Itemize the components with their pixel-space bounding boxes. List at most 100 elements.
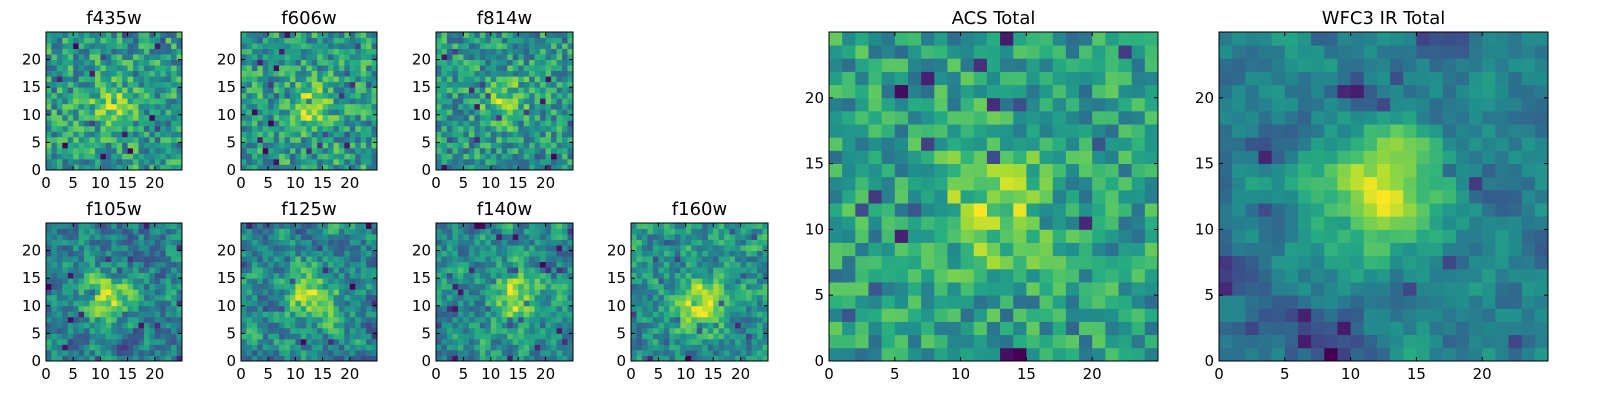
heatmap-cell xyxy=(436,316,442,323)
heatmap-cell xyxy=(479,43,486,49)
heatmap-cell xyxy=(669,344,676,351)
heatmap-cell xyxy=(143,43,150,49)
heatmap-cell xyxy=(311,338,318,345)
heatmap-cell xyxy=(122,256,128,263)
heatmap-cell xyxy=(251,65,258,72)
heatmap-cell xyxy=(512,289,519,296)
heatmap-cell xyxy=(171,261,177,268)
heatmap-cell xyxy=(78,164,85,171)
heatmap-cell xyxy=(485,234,492,240)
heatmap-cell xyxy=(94,164,101,171)
heatmap-cell xyxy=(360,48,367,55)
heatmap-cell xyxy=(344,327,351,334)
heatmap-cell xyxy=(463,76,470,83)
heatmap-cell xyxy=(241,48,247,55)
heatmap-cell xyxy=(441,70,448,77)
heatmap-cell xyxy=(62,261,69,268)
heatmap-cell xyxy=(757,289,763,296)
heatmap-cell xyxy=(631,228,637,235)
heatmap-cell xyxy=(468,153,475,160)
heatmap-cell xyxy=(62,48,69,55)
heatmap-cell xyxy=(534,92,541,99)
heatmap-cell xyxy=(457,120,464,127)
heatmap-cell xyxy=(46,228,52,235)
heatmap-cell xyxy=(355,338,362,345)
heatmap-cell xyxy=(165,164,172,171)
heatmap-cell xyxy=(540,333,546,340)
heatmap-cell xyxy=(116,349,123,356)
heatmap-cell xyxy=(84,234,90,240)
heatmap-cell xyxy=(355,109,362,116)
heatmap-cell xyxy=(479,245,486,251)
heatmap-cell xyxy=(545,338,552,345)
heatmap-cell xyxy=(1144,282,1159,296)
heatmap-cell xyxy=(94,305,101,312)
heatmap-cell xyxy=(333,294,340,301)
heatmap-cell xyxy=(496,223,503,229)
heatmap-cell xyxy=(366,158,372,165)
heatmap-cell xyxy=(355,48,362,55)
heatmap-cell xyxy=(56,338,63,345)
heatmap-cell xyxy=(295,37,302,44)
heatmap-cell xyxy=(284,158,291,165)
heatmap-cell xyxy=(300,48,307,55)
heatmap-cell xyxy=(518,316,525,323)
heatmap-cell xyxy=(1026,242,1040,257)
heatmap-cell xyxy=(707,305,714,312)
y-tick-label: 20 xyxy=(412,51,431,69)
heatmap-cell xyxy=(306,158,313,165)
heatmap-cell xyxy=(973,321,988,336)
heatmap-cell xyxy=(1065,321,1080,336)
heatmap-cell xyxy=(241,256,247,263)
panel-title: f160w xyxy=(672,199,727,220)
heatmap-cell xyxy=(349,136,356,143)
heatmap-cell xyxy=(1000,242,1014,257)
heatmap-cell xyxy=(540,344,546,351)
heatmap-cell xyxy=(757,250,763,257)
heatmap-cell xyxy=(371,37,378,44)
heatmap-cell xyxy=(251,267,258,274)
heatmap-cell xyxy=(496,344,503,351)
heatmap-cell xyxy=(371,239,378,246)
heatmap-cell xyxy=(468,223,475,229)
heatmap-cell xyxy=(658,278,665,285)
heatmap-cell xyxy=(534,267,541,274)
heatmap-cell xyxy=(540,283,546,290)
heatmap-cell xyxy=(647,355,654,362)
heatmap-cell xyxy=(674,349,681,356)
heatmap-cell xyxy=(176,278,183,285)
heatmap-cell xyxy=(702,311,709,318)
heatmap-cell xyxy=(284,283,291,290)
heatmap-cell xyxy=(138,267,145,274)
heatmap-cell xyxy=(84,239,90,246)
heatmap-cell xyxy=(171,327,177,334)
heatmap-cell xyxy=(279,136,285,143)
heatmap-cell xyxy=(349,70,356,77)
heatmap-cell xyxy=(907,347,922,362)
heatmap-cell xyxy=(176,120,183,127)
heatmap-cell xyxy=(355,164,362,171)
heatmap-cell xyxy=(551,136,557,143)
heatmap-cell xyxy=(718,300,725,307)
heatmap-cell xyxy=(463,239,470,246)
heatmap-cell xyxy=(523,92,530,99)
heatmap-cell xyxy=(366,109,372,116)
heatmap-cell xyxy=(534,278,541,285)
heatmap-cell xyxy=(718,316,725,323)
heatmap-cell xyxy=(921,229,935,243)
heatmap-cell xyxy=(636,239,643,246)
heatmap-cell xyxy=(534,59,541,66)
heatmap-cell xyxy=(1013,347,1027,362)
heatmap-cell xyxy=(338,239,345,246)
heatmap-cell xyxy=(143,54,150,60)
heatmap-cell xyxy=(474,59,481,66)
heatmap-cell xyxy=(262,131,269,138)
heatmap-cell xyxy=(105,278,112,285)
heatmap-cell xyxy=(485,267,492,274)
heatmap-cell xyxy=(322,65,329,72)
heatmap-cell xyxy=(149,234,156,240)
heatmap-cell xyxy=(479,81,486,88)
heatmap-cell xyxy=(436,272,442,279)
heatmap-cell xyxy=(907,229,922,243)
